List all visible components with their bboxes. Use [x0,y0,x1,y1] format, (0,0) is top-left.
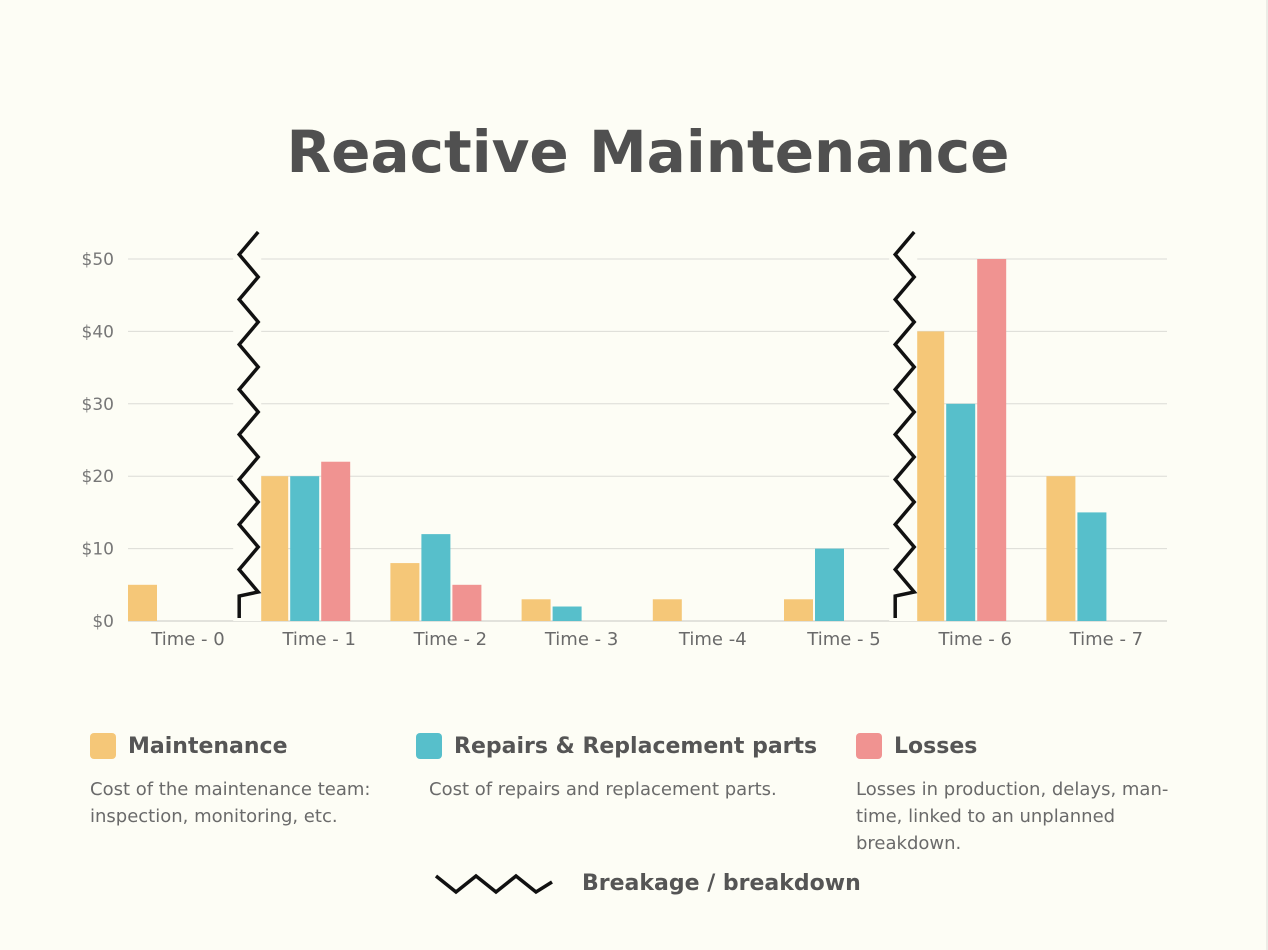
legend-swatch-repairs [416,733,442,759]
zigzag-icon [434,873,553,895]
y-tick-label: $50 [82,250,114,270]
y-tick-label: $30 [82,395,114,415]
legend-description-maintenance: Cost of the maintenance team: inspection… [90,779,371,827]
bar [977,259,1007,621]
legend-description-repairs: Cost of repairs and replacement parts. [429,779,777,800]
breakage-label: Breakage / breakdown [582,870,861,896]
breakage-legend: Breakage / breakdown [434,868,861,898]
y-tick-label: $0 [92,612,114,632]
bar [259,476,289,621]
bar [915,331,945,621]
page-edge [1266,0,1268,950]
y-tick-label: $20 [82,467,114,487]
x-tick-label: Time - 1 [281,629,355,650]
bar [521,599,551,621]
legend-label-repairs: Repairs & Replacement parts [454,733,818,759]
bar [128,584,157,621]
bar [552,606,582,621]
bar [452,584,482,621]
x-tick-label: Time - 7 [1069,629,1143,650]
legend-label-maintenance: Maintenance [128,733,288,759]
bar [652,599,682,621]
x-tick-label: Time - 2 [413,629,487,650]
legend-item-repairs: Repairs & Replacement parts [416,733,817,759]
bar [321,461,351,621]
bar [946,403,976,621]
bar [1077,512,1107,621]
x-tick-label: Time -4 [678,629,747,650]
bar [815,548,844,621]
x-tick-label: Time - 5 [806,629,880,650]
legend-label-losses: Losses [894,733,978,759]
x-tick-label: Time - 0 [150,629,224,650]
bar [784,599,813,621]
chart-title: Reactive Maintenance [286,118,1010,186]
x-tick-label: Time - 6 [937,629,1011,650]
breakdown-zigzag [236,230,262,618]
bar [290,476,320,621]
breakdown-zigzag [892,230,918,618]
bar [1046,476,1076,621]
x-tick-label: Time - 3 [544,629,618,650]
legend-swatch-maintenance [90,733,116,759]
legend-swatch-losses [856,733,882,759]
y-tick-label: $10 [82,540,114,560]
legend-item-losses: Losses [856,733,977,759]
legend-description-losses: Losses in production, delays, man-time, … [856,779,1169,854]
bar-chart: $0 $10 $20 $30 $40 $50 Time - 0 Time - 1 Time - … [81,230,1167,650]
bar [390,563,420,621]
y-tick-label: $40 [82,322,114,342]
legend-item-maintenance: Maintenance [90,733,288,759]
bar [421,534,451,621]
